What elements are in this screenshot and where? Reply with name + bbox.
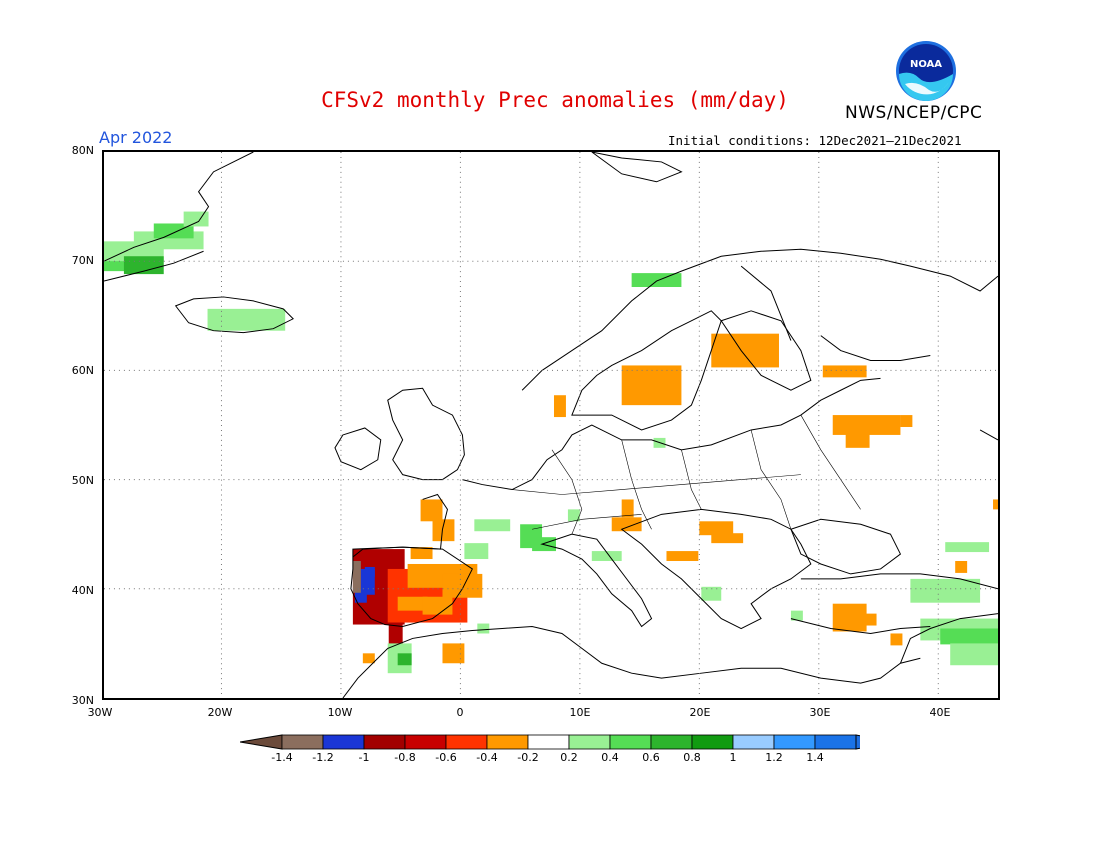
colorbar-swatch bbox=[281, 734, 324, 750]
colorbar-swatch bbox=[527, 734, 570, 750]
colorbar-right-arrow bbox=[855, 734, 860, 750]
logo-text: NOAA bbox=[910, 59, 942, 70]
colorbar-swatch bbox=[404, 734, 447, 750]
colorbar-swatch bbox=[445, 734, 488, 750]
colorbar-left-arrow bbox=[240, 734, 283, 750]
colorbar-tick-label: 1.4 bbox=[806, 751, 824, 764]
lon-label-20w: 20W bbox=[207, 706, 233, 719]
colorbar-swatch bbox=[363, 734, 406, 750]
lon-label-10w: 10W bbox=[327, 706, 353, 719]
lon-label-10e: 10E bbox=[569, 706, 591, 719]
lat-label-50n: 50N bbox=[71, 474, 94, 487]
colorbar-tick-label: 1 bbox=[729, 751, 737, 764]
colorbar-swatch bbox=[568, 734, 611, 750]
lat-label-80n: 80N bbox=[71, 144, 94, 157]
grid-lines bbox=[104, 152, 998, 698]
colorbar-tick-label: -0.4 bbox=[476, 751, 498, 764]
colorbar-tick-label: 0.2 bbox=[560, 751, 578, 764]
lat-label-40n: 40N bbox=[71, 584, 94, 597]
colorbar-tick-label: -0.6 bbox=[435, 751, 457, 764]
colorbar-swatch bbox=[322, 734, 365, 750]
colorbar-tick-label: -1 bbox=[358, 751, 370, 764]
valid-month: Apr 2022 bbox=[99, 128, 173, 147]
colorbar-tick-label: -1.2 bbox=[312, 751, 334, 764]
colorbar-swatch bbox=[486, 734, 529, 750]
colorbar-swatch bbox=[691, 734, 734, 750]
colorbar-swatch bbox=[814, 734, 857, 750]
lon-label-30e: 30E bbox=[809, 706, 831, 719]
lat-label-70n: 70N bbox=[71, 254, 94, 267]
colorbar-tick-label: -1.4 bbox=[271, 751, 293, 764]
lat-label-30n: 30N bbox=[71, 694, 94, 707]
agency-label: NWS/NCEP/CPC bbox=[845, 103, 983, 123]
colorbar-tick-label: 0.6 bbox=[642, 751, 660, 764]
colorbar-tick-label: 1.2 bbox=[765, 751, 783, 764]
map-title: CFSv2 monthly Prec anomalies (mm/day) bbox=[321, 88, 789, 112]
noaa-logo: NOAA bbox=[896, 41, 956, 101]
colorbar-tick-label: 0.8 bbox=[683, 751, 701, 764]
colorbar-swatch bbox=[773, 734, 816, 750]
colorbar-tick-label: 0.4 bbox=[601, 751, 619, 764]
anomaly-map bbox=[102, 150, 1000, 700]
anomaly-cells bbox=[104, 211, 998, 674]
colorbar-swatch bbox=[650, 734, 693, 750]
initial-conditions: Initial conditions: 12Dec2021—21Dec2021 bbox=[668, 133, 962, 148]
lon-label-40e: 40E bbox=[929, 706, 951, 719]
colorbar-tick-label: -0.8 bbox=[394, 751, 416, 764]
lat-label-60n: 60N bbox=[71, 364, 94, 377]
coastlines bbox=[104, 152, 998, 698]
lon-label-20e: 20E bbox=[689, 706, 711, 719]
colorbar-swatch bbox=[609, 734, 652, 750]
lon-label-0: 0 bbox=[456, 706, 464, 719]
colorbar bbox=[240, 734, 860, 750]
colorbar-tick-label: -0.2 bbox=[517, 751, 539, 764]
colorbar-swatch bbox=[732, 734, 775, 750]
lon-label-30w: 30W bbox=[87, 706, 113, 719]
